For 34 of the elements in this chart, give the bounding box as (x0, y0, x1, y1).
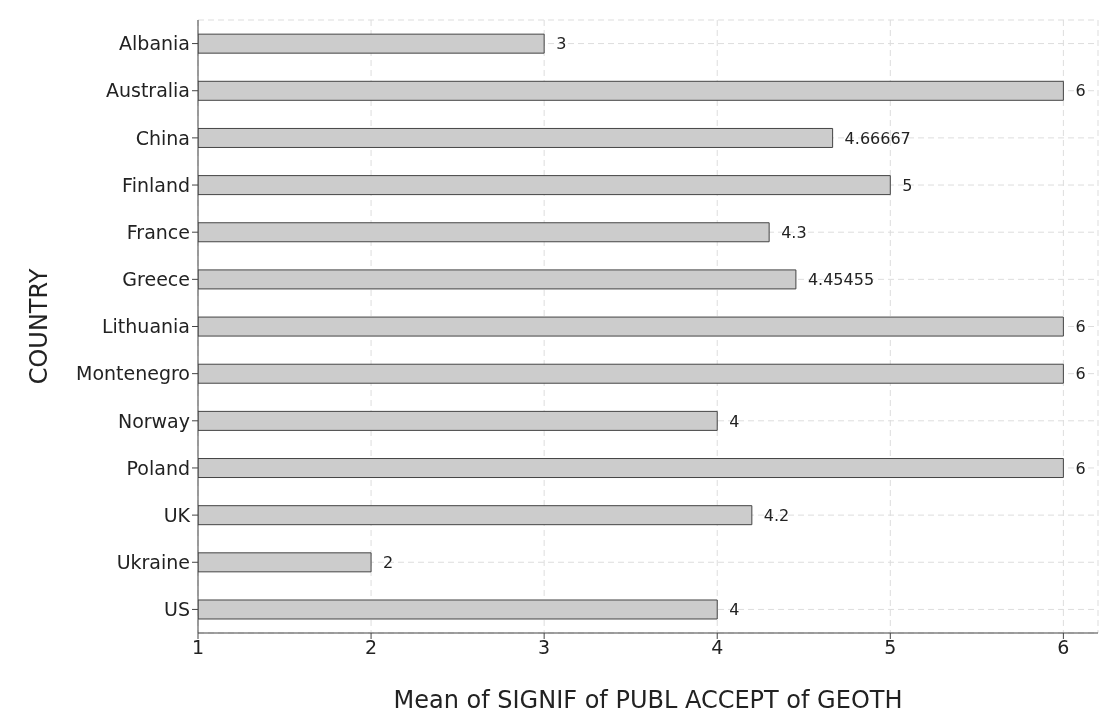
x-tick-label: 5 (884, 636, 897, 659)
y-tick-label: Albania (119, 32, 190, 55)
x-tick-label: 3 (538, 636, 551, 659)
y-tick-label: Poland (126, 456, 190, 479)
y-tick-label: China (135, 126, 190, 149)
data-label: 4.3 (781, 222, 807, 242)
data-label: 2 (383, 553, 394, 573)
y-axis-title: COUNTRY (24, 268, 53, 385)
x-tick-label: 1 (191, 636, 205, 659)
y-tick-label: Greece (122, 268, 190, 291)
data-label: 4 (729, 411, 740, 431)
x-tick-label: 6 (1057, 636, 1070, 659)
y-tick-label: Australia (105, 79, 190, 102)
y-tick-label: Lithuania (101, 315, 190, 338)
y-tick-label: France (126, 220, 190, 243)
x-axis-title: Mean of SIGNIF of PUBL ACCEPT of GEOTH (393, 686, 903, 714)
x-tick-label: 4 (711, 636, 724, 659)
y-tick-label: US (164, 598, 190, 621)
data-label: 5 (902, 175, 913, 195)
y-tick-label: Montenegro (75, 362, 190, 385)
y-tick-label: Ukraine (116, 551, 190, 574)
y-tick-label: UK (163, 503, 191, 526)
data-label: 4.45455 (807, 270, 875, 290)
y-tick-label: Finland (122, 173, 190, 196)
data-label: 4 (729, 600, 740, 620)
x-tick-label: 2 (365, 636, 378, 659)
data-label: 6 (1075, 458, 1086, 478)
data-label: 6 (1075, 81, 1086, 101)
data-label: 3 (556, 34, 567, 54)
data-label: 6 (1075, 317, 1086, 337)
data-label: 6 (1075, 364, 1086, 384)
y-tick-label: Norway (117, 409, 190, 432)
data-label: 4.2 (763, 505, 790, 525)
data-label: 4.66667 (844, 128, 911, 148)
